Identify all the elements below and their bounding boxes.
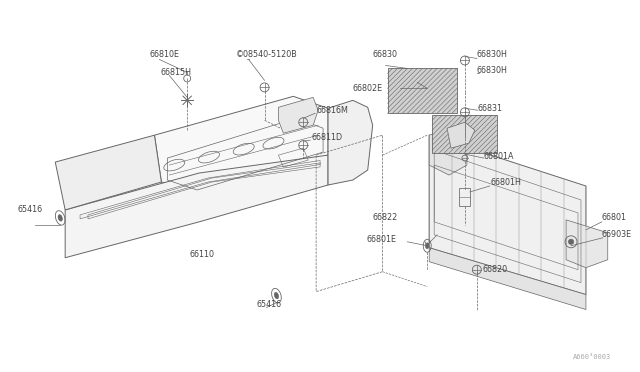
Text: 66816M: 66816M [316, 106, 348, 115]
Text: 66830H: 66830H [477, 50, 508, 59]
Text: 66801E: 66801E [367, 235, 397, 244]
Polygon shape [447, 122, 475, 148]
Text: A660³0003: A660³0003 [573, 355, 611, 360]
Text: 66110: 66110 [189, 250, 214, 259]
Polygon shape [154, 96, 328, 192]
Text: 66820: 66820 [483, 265, 508, 274]
Text: 66801A: 66801A [484, 152, 515, 161]
Text: 66801H: 66801H [491, 177, 522, 186]
Polygon shape [328, 100, 372, 185]
Polygon shape [429, 128, 467, 175]
Ellipse shape [426, 243, 429, 249]
Polygon shape [566, 220, 608, 268]
Polygon shape [432, 115, 497, 153]
Text: 66831: 66831 [478, 104, 503, 113]
Polygon shape [55, 135, 161, 210]
Text: 65416: 65416 [17, 205, 43, 214]
Polygon shape [429, 248, 586, 310]
Text: 66830: 66830 [372, 50, 397, 59]
Polygon shape [278, 97, 318, 133]
Text: 66822: 66822 [372, 214, 398, 222]
Text: ©08540-5120B: ©08540-5120B [236, 50, 298, 59]
Polygon shape [429, 135, 586, 295]
Text: 66810E: 66810E [150, 50, 179, 59]
Bar [459, 188, 470, 206]
Ellipse shape [275, 292, 278, 299]
Ellipse shape [568, 239, 573, 244]
Text: 66802E: 66802E [353, 84, 383, 93]
Text: 65416: 65416 [257, 300, 282, 309]
Text: 66903E: 66903E [602, 230, 632, 239]
Text: 66830H: 66830H [477, 66, 508, 75]
Text: 66801: 66801 [602, 214, 627, 222]
Text: 66811D: 66811D [311, 133, 342, 142]
Ellipse shape [58, 215, 62, 221]
Polygon shape [65, 155, 328, 258]
Text: 66815H: 66815H [161, 68, 191, 77]
Polygon shape [388, 68, 457, 113]
